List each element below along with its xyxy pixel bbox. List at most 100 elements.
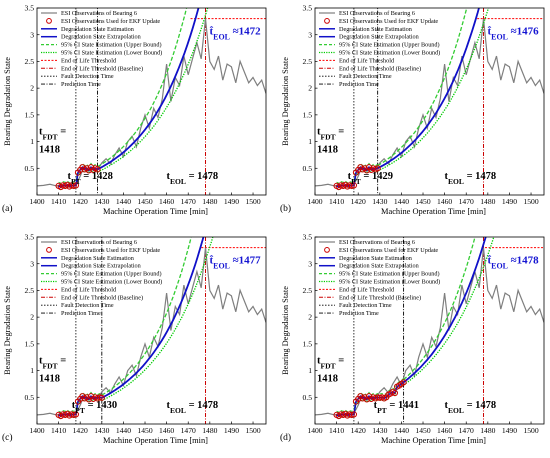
teol-label: tEOL = 1478 xyxy=(445,171,497,186)
y-axis-label: Bearing Degradation State xyxy=(3,286,12,375)
x-tick-label: 1500 xyxy=(523,426,538,435)
legend-entry-5: 95% CI State Estimation (Lower Bound) xyxy=(61,50,162,57)
chart-panel-b: 1400 1410 1420 1430 1440 1450 1460 1470 1480 1490… xyxy=(280,4,545,216)
x-tick-label: 1450 xyxy=(137,197,152,206)
plot-area xyxy=(37,8,266,195)
y-tick-label: 3.5 xyxy=(303,4,313,13)
ekf-update-point xyxy=(374,165,381,172)
y-tick-label: 1 xyxy=(308,137,312,146)
tfdt-value: 1418 xyxy=(39,144,60,155)
plot-area xyxy=(37,237,266,424)
ci-upper-history xyxy=(336,162,378,184)
y-tick-label: 2 xyxy=(30,313,34,322)
x-tick-label: 1450 xyxy=(415,426,430,435)
legend-entry-1: ESI Observations Used for EKF Update xyxy=(61,247,160,254)
y-tick-label: 0.5 xyxy=(303,393,313,402)
y-tick-label: 2.5 xyxy=(25,57,35,66)
legend-entry-2: Degradation State Estimation xyxy=(61,26,134,33)
x-axis-label: Machine Operation Time [min] xyxy=(381,436,486,445)
teol-hat-label: t̂EOL ≈1476 xyxy=(487,26,539,42)
legend-entry-3: Degradation State Extrapolation xyxy=(61,263,141,270)
panel-label: (a) xyxy=(2,203,13,214)
legend-entry-4: 95% CI State Estimation (Upper Bound) xyxy=(61,42,162,49)
teol-hat-label: t̂EOL ≈1477 xyxy=(209,255,261,271)
tfdt-value: 1418 xyxy=(317,144,338,155)
legend-entry-1: ESI Observations Used for EKF Update xyxy=(339,18,438,25)
teol-hat-label: t̂EOL ≈1472 xyxy=(209,26,261,42)
legend-entry-0: ESI Observations of Bearing 6 xyxy=(339,239,415,246)
legend-entry-9: Prediction Time xyxy=(61,310,101,317)
y-tick-label: 2.5 xyxy=(25,286,35,295)
y-tick-label: 3.5 xyxy=(303,233,313,242)
x-tick-label: 1460 xyxy=(437,426,452,435)
chart-panel-d: 1400 1410 1420 1430 1440 1450 1460 1470 1480 1490… xyxy=(280,233,545,445)
state-extrapolation-line xyxy=(97,8,200,171)
legend-entry-8: Fault Detection Time xyxy=(61,73,114,80)
y-tick-label: 0.5 xyxy=(303,164,313,173)
x-tick-label: 1500 xyxy=(523,197,538,206)
tpt-label: tPT = 1441 xyxy=(374,400,419,415)
teol-label: tEOL = 1478 xyxy=(167,171,219,186)
x-tick-label: 1430 xyxy=(94,197,109,206)
legend-entry-2: Degradation State Estimation xyxy=(339,255,412,262)
legend-entry-5: 95% CI State Estimation (Lower Bound) xyxy=(339,279,440,286)
legend-entry-0: ESI Observations of Bearing 6 xyxy=(61,239,137,246)
x-axis-label: Machine Operation Time [min] xyxy=(103,436,208,445)
y-tick-label: 0.5 xyxy=(25,164,35,173)
x-tick-label: 1480 xyxy=(202,426,217,435)
legend-entry-5: 95% CI State Estimation (Lower Bound) xyxy=(61,279,162,286)
x-tick-label: 1410 xyxy=(51,426,66,435)
ci-upper-bound-line xyxy=(403,237,476,381)
y-tick-label: 2 xyxy=(308,313,312,322)
plot-frame xyxy=(36,7,267,196)
ci-lower-bound-line xyxy=(101,237,214,402)
legend-entry-3: Degradation State Extrapolation xyxy=(339,34,419,41)
ci-upper-bound-line xyxy=(377,8,468,167)
chart-panel-c: 1400 1410 1420 1430 1440 1450 1460 1470 1480 1490… xyxy=(2,233,267,445)
x-tick-label: 1430 xyxy=(94,426,109,435)
x-tick-label: 1430 xyxy=(372,197,387,206)
legend-entry-9: Prediction Time xyxy=(339,310,379,317)
plot-frame xyxy=(314,7,545,196)
ekf-update-point xyxy=(72,182,80,189)
x-tick-label: 1400 xyxy=(307,426,322,435)
plot-area xyxy=(315,8,544,195)
tpt-label: tPT = 1428 xyxy=(67,171,112,186)
ekf-update-point xyxy=(350,411,357,418)
legend-entry-8: Fault Detection Time xyxy=(339,73,392,80)
x-tick-label: 1400 xyxy=(29,197,44,206)
x-tick-label: 1490 xyxy=(502,197,517,206)
x-tick-label: 1450 xyxy=(137,426,152,435)
legend-entry-6: End of Life Threshold xyxy=(61,286,117,293)
x-tick-label: 1460 xyxy=(159,426,174,435)
legend-entry-4: 95% CI State Estimation (Upper Bound) xyxy=(339,271,440,278)
x-tick-label: 1420 xyxy=(73,426,88,435)
y-tick-label: 3 xyxy=(308,30,312,39)
ci-lower-bound-line xyxy=(403,237,495,386)
legend-marker xyxy=(324,18,330,24)
y-tick-label: 1.5 xyxy=(303,339,313,348)
y-tick-label: 1 xyxy=(30,137,34,146)
x-tick-label: 1420 xyxy=(73,197,88,206)
state-extrapolation-line xyxy=(101,237,205,399)
tfdt-label: tFDT = xyxy=(39,356,66,371)
teol-label: tEOL = 1478 xyxy=(445,400,497,415)
ekf-update-point xyxy=(98,394,105,401)
x-tick-label: 1470 xyxy=(181,426,196,435)
legend-marker xyxy=(46,247,52,253)
legend-entry-2: Degradation State Estimation xyxy=(339,26,412,33)
state-extrapolation-line xyxy=(377,8,480,170)
tfdt-value: 1418 xyxy=(39,373,60,384)
x-tick-label: 1400 xyxy=(307,197,322,206)
y-tick-label: 3 xyxy=(30,259,34,268)
legend-entry-7: End of Life Threshold (Baseline) xyxy=(339,65,421,72)
legend-entry-4: 95% CI State Estimation (Upper Bound) xyxy=(339,42,440,49)
legend-entry-0: ESI Observations of Bearing 6 xyxy=(61,10,137,17)
legend-entry-2: Degradation State Estimation xyxy=(61,255,134,262)
legend-entry-1: ESI Observations Used for EKF Update xyxy=(61,18,160,25)
y-axis-label: Bearing Degradation State xyxy=(3,57,12,146)
x-tick-label: 1470 xyxy=(459,197,474,206)
y-tick-label: 3.5 xyxy=(25,233,35,242)
legend-entry-7: End of Life Threshold (Baseline) xyxy=(61,294,143,301)
x-tick-label: 1500 xyxy=(245,197,260,206)
